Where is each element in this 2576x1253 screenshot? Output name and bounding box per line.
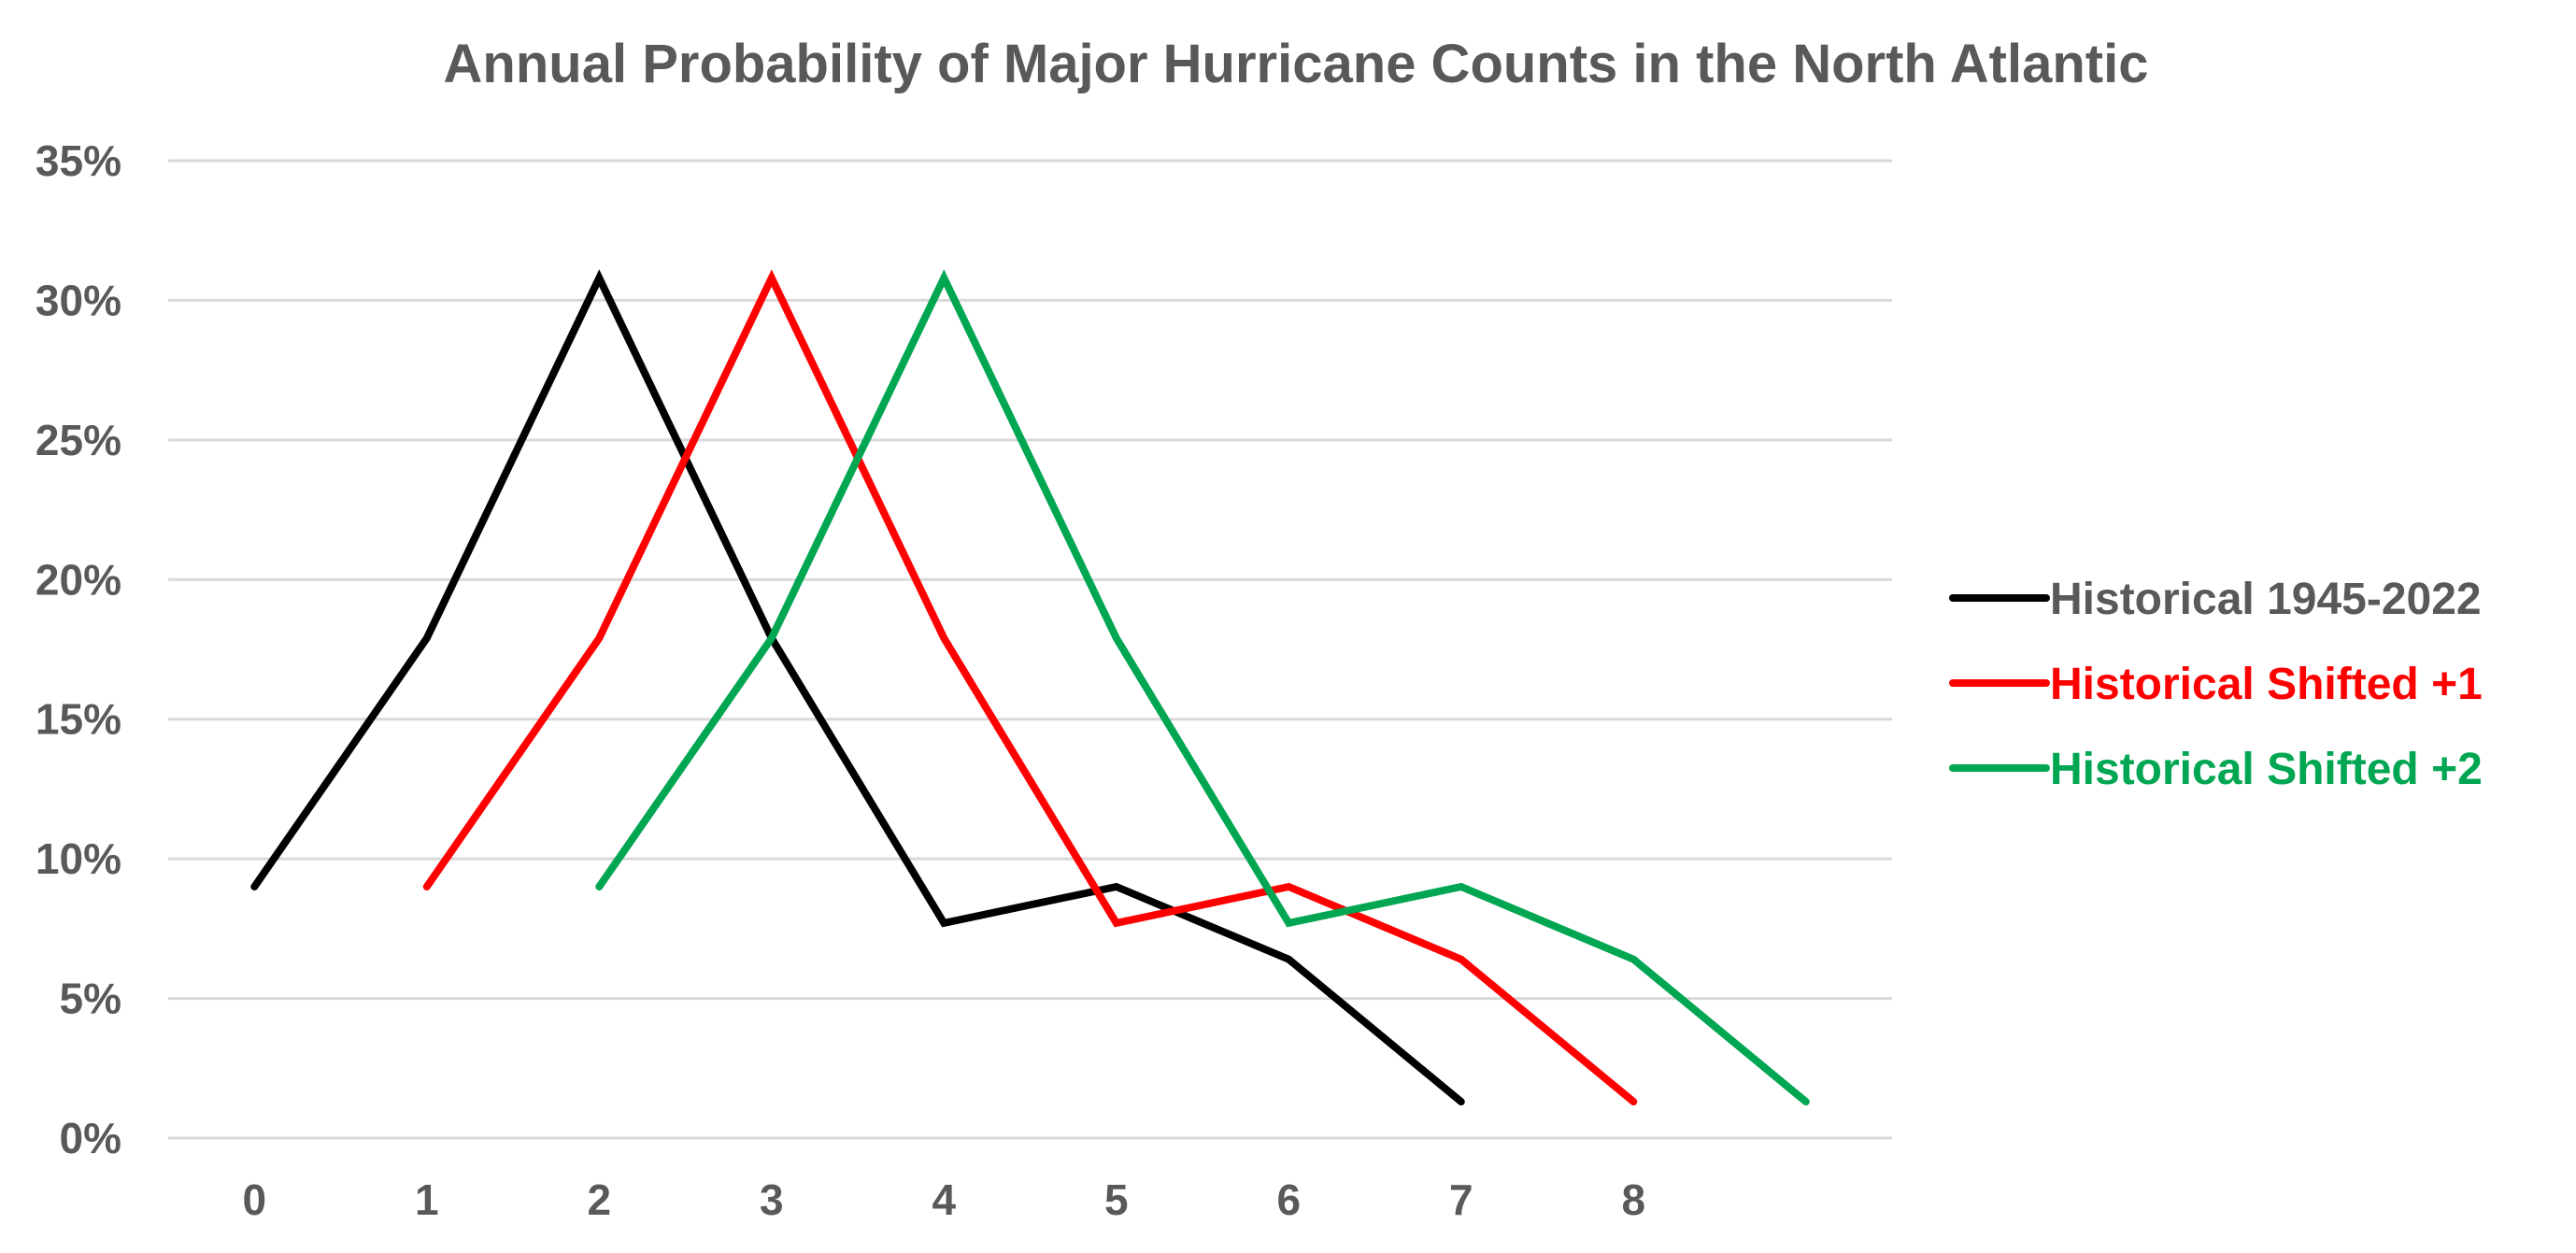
x-tick-label: 6 [1276,1175,1301,1224]
x-tick-label: 4 [932,1175,956,1224]
x-tick-label: 5 [1104,1175,1129,1224]
y-tick-label: 10% [36,834,121,883]
x-tick-label: 1 [415,1175,439,1224]
legend-label: Historical 1945-2022 [2050,575,2482,624]
legend: Historical 1945-2022 Historical Shifted +… [1949,575,2483,794]
series-line-1 [250,269,1465,1106]
data-series [250,269,1810,1106]
y-tick-label: 5% [60,975,121,1023]
x-tick-label: 8 [1621,1175,1645,1224]
series-line-2 [422,269,1638,1106]
y-tick-label: 30% [36,276,121,324]
y-axis-tick-labels: 0% 5% 10% 15% 20% 25% 30% 35% [36,136,121,1162]
legend-label: Historical Shifted +1 [2050,660,2483,709]
y-tick-label: 20% [36,555,121,604]
x-axis-tick-labels: 0 1 2 3 4 5 6 7 8 [242,1175,1645,1224]
x-tick-label: 3 [760,1175,784,1224]
series-line-3 [595,269,1810,1106]
x-tick-label: 0 [242,1175,266,1224]
x-tick-label: 7 [1449,1175,1473,1224]
y-tick-label: 15% [36,695,121,744]
y-tick-label: 35% [36,136,121,185]
legend-label: Historical Shifted +2 [2050,745,2483,794]
y-tick-label: 25% [36,416,121,464]
gridlines [168,159,1892,1140]
x-tick-label: 2 [587,1175,611,1224]
y-tick-label: 0% [60,1114,121,1162]
chart-title: Annual Probability of Major Hurricane Co… [444,34,2149,94]
